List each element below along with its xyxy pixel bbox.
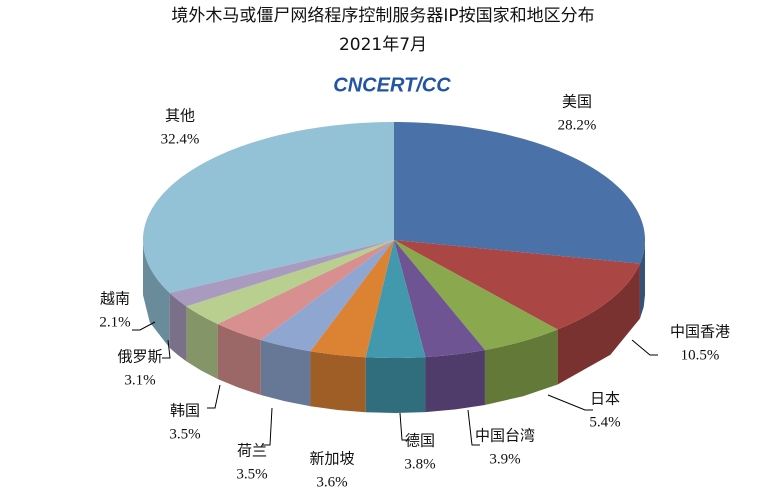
slice-label: 新加坡 <box>309 450 354 467</box>
slice-side <box>639 240 645 319</box>
slice-side <box>365 357 426 413</box>
leader-line <box>467 409 480 446</box>
value-label: 32.4% <box>161 131 200 147</box>
slice-side <box>186 306 218 379</box>
slice <box>169 240 394 307</box>
slice-label: 其他 <box>165 107 195 124</box>
leader-line <box>207 384 221 409</box>
slice <box>143 122 394 293</box>
slice <box>310 240 394 358</box>
slice <box>394 240 485 358</box>
slice-label: 俄罗斯 <box>117 348 162 365</box>
slice <box>394 240 640 330</box>
slice <box>217 240 394 341</box>
slice-side <box>260 340 311 407</box>
slice-label: 中国香港 <box>670 323 730 340</box>
value-label: 3.5% <box>236 466 267 482</box>
value-label: 10.5% <box>681 347 720 363</box>
slice-side <box>169 292 187 362</box>
slice-label: 德国 <box>405 431 435 449</box>
slice <box>186 240 394 324</box>
slice <box>365 240 426 358</box>
slice-label: 日本 <box>590 390 620 407</box>
slice <box>260 240 394 352</box>
slice <box>394 122 645 264</box>
slice <box>394 240 558 350</box>
value-label: 5.4% <box>589 414 620 430</box>
slice-side <box>143 240 170 348</box>
chart-title: 境外木马或僵尸网络程序控制服务器IP按国家和地区分布 <box>171 6 594 26</box>
value-label: 3.8% <box>404 456 435 472</box>
leader-line <box>132 321 156 331</box>
leader-line <box>631 339 658 356</box>
slice-side <box>310 351 366 413</box>
chart-subtitle: 2021年7月 <box>339 35 427 55</box>
value-label: 3.5% <box>169 426 200 442</box>
value-label: 3.1% <box>124 372 155 388</box>
slice-side <box>217 323 261 396</box>
slice-label: 越南 <box>100 290 130 307</box>
leader-line <box>547 394 593 411</box>
logo: CNCERT/CC <box>333 74 451 96</box>
leader-line <box>162 339 171 359</box>
value-label: 3.9% <box>489 451 520 467</box>
value-label: 3.6% <box>316 474 347 490</box>
leader-line <box>399 412 410 441</box>
slice-label: 中国台湾 <box>475 427 535 444</box>
pie-tops <box>143 122 645 358</box>
pie-sides <box>143 240 645 413</box>
slice-label: 美国 <box>562 93 592 110</box>
slice-label: 韩国 <box>170 402 200 419</box>
leader-line <box>262 407 273 446</box>
slice-side <box>557 263 640 385</box>
value-label: 28.2% <box>558 117 597 133</box>
slice-side <box>425 349 485 413</box>
slice-label: 荷兰 <box>237 442 267 459</box>
value-label: 2.1% <box>99 314 130 330</box>
slice-side <box>484 329 558 405</box>
